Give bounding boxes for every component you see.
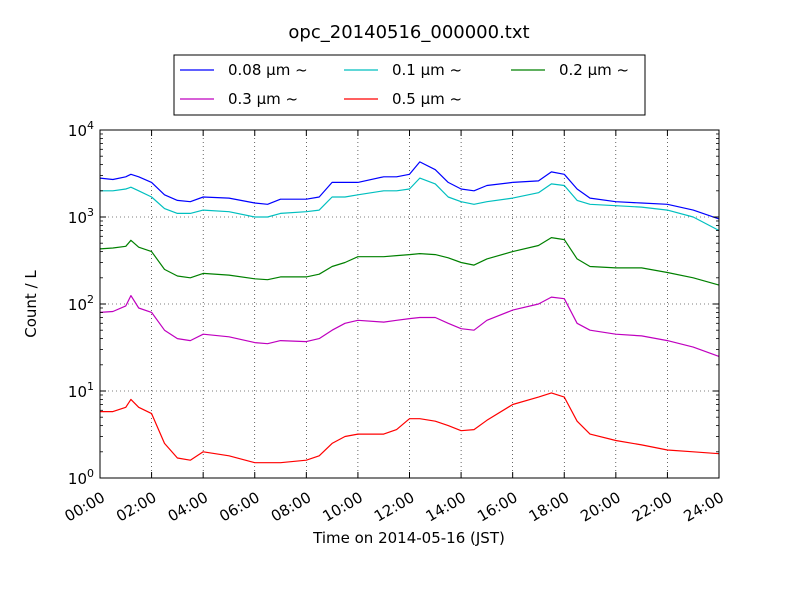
legend-box (173, 54, 646, 116)
x-tick-label: 04:00 (165, 488, 211, 525)
x-tick-label: 08:00 (268, 488, 314, 525)
y-tick-exponent: 0 (87, 467, 94, 480)
y-tick-exponent: 4 (87, 119, 94, 132)
ticks (99, 129, 720, 479)
x-axis-label: Time on 2014-05-16 (JST) (312, 529, 505, 547)
y-tick-base: 10 (68, 383, 87, 401)
y-tick-base: 10 (68, 470, 87, 488)
series-line-0 (99, 161, 720, 220)
legend: 0.08 μm ~ 0.1 μm ~ 0.2 μm ~ 0.3 μm ~ 0.5 μm … (173, 54, 646, 116)
x-tick-label: 16:00 (474, 488, 520, 525)
series-layer (99, 161, 720, 464)
x-tick-label: 06:00 (216, 488, 262, 525)
legend-label-3: 0.3 μm ~ (228, 90, 298, 108)
y-tick-label: 104 (68, 119, 94, 140)
y-tick-label: 103 (68, 206, 94, 227)
x-tick-label: 12:00 (371, 488, 417, 525)
y-tick-base: 10 (68, 296, 87, 314)
x-tick-label: 14:00 (423, 488, 469, 525)
series-line-2 (99, 237, 720, 286)
x-tick-label: 22:00 (629, 488, 675, 525)
x-tick-label: 00:00 (62, 488, 108, 525)
legend-label-0: 0.08 μm ~ (228, 61, 308, 79)
series-line-1 (100, 177, 720, 232)
y-tick-exponent: 3 (87, 206, 94, 219)
chart-title: opc_20140516_000000.txt (288, 22, 529, 43)
y-tick-base: 10 (68, 209, 87, 227)
x-tick-label: 24:00 (681, 488, 727, 525)
grid (100, 130, 719, 478)
legend-label-2: 0.2 μm ~ (559, 61, 629, 79)
x-tick-label: 18:00 (526, 488, 572, 525)
legend-label-1: 0.1 μm ~ (392, 61, 462, 79)
y-tick-exponent: 1 (87, 380, 94, 393)
x-tick-label: 02:00 (113, 488, 159, 525)
y-tick-label: 101 (68, 380, 94, 401)
x-tick-label: 10:00 (319, 488, 365, 525)
y-tick-label: 100 (68, 467, 94, 488)
y-tick-label: 102 (68, 293, 94, 314)
x-tick-labels: 00:00 02:00 04:00 06:00 08:00 10:00 12:00 14:00… (62, 488, 727, 525)
y-axis-label: Count / L (22, 270, 40, 338)
y-tick-base: 10 (68, 122, 87, 140)
y-tick-exponent: 2 (87, 293, 94, 306)
legend-label-4: 0.5 μm ~ (392, 90, 462, 108)
series-line-4 (100, 392, 720, 464)
series-line-3 (99, 295, 720, 357)
x-tick-label: 20:00 (577, 488, 623, 525)
